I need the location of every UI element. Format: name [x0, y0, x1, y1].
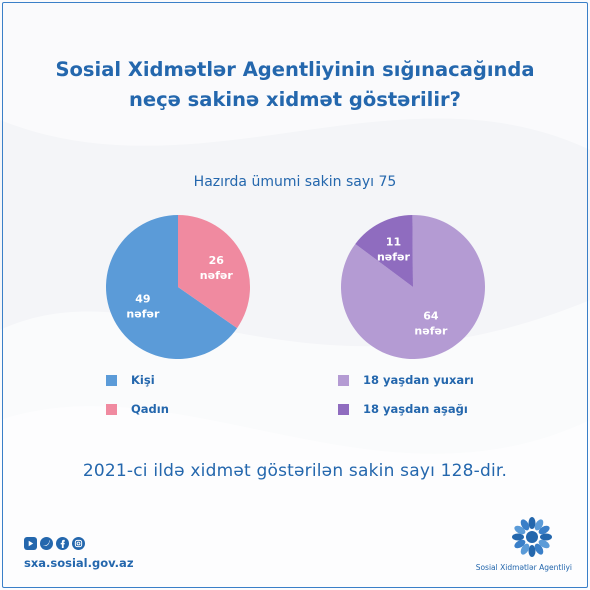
facebook-icon[interactable] — [56, 537, 69, 550]
pie-chart-age: 64 nəfər 11 nəfər — [338, 212, 488, 366]
title-line-1: Sosial Xidmətlər Agentliyinin sığınacağı… — [55, 58, 535, 81]
legend-label: 18 yaşdan yuxarı — [363, 373, 474, 387]
footer-note: 2021-ci ildə xidmət göstərilən sakin say… — [82, 461, 508, 481]
legend-label: Qadın — [131, 402, 169, 416]
legend-item: Kişi — [106, 370, 169, 390]
legend-item: 18 yaşdan yuxarı — [338, 370, 474, 390]
pie-slice — [178, 215, 250, 329]
logo-petal — [514, 525, 526, 535]
agency-logo-icon — [512, 517, 552, 557]
legend-swatch — [338, 403, 349, 415]
legend-gender: Kişi Qadın — [106, 370, 169, 428]
legend-age: 18 yaşdan yuxarı 18 yaşdan aşağı — [338, 370, 474, 428]
logo-petal — [534, 543, 544, 555]
website-link[interactable]: sxa.sosial.gov.az — [24, 556, 134, 570]
logo-petal — [538, 539, 550, 549]
twitter-icon[interactable] — [40, 537, 53, 550]
slice-value-label: 64 — [423, 309, 439, 322]
legend-swatch — [106, 403, 117, 415]
page-title: Sosial Xidmətlər Agentliyinin sığınacağı… — [0, 55, 590, 115]
logo-petal — [538, 525, 550, 535]
logo-center — [526, 531, 538, 543]
instagram-icon[interactable] — [72, 537, 85, 550]
slice-value-label: 49 — [135, 292, 150, 305]
legend-item: Qadın — [106, 399, 169, 419]
social-links — [24, 537, 85, 550]
logo-petal — [520, 519, 530, 531]
logo-petal — [534, 519, 544, 531]
legend-item: 18 yaşdan aşağı — [338, 399, 474, 419]
legend-swatch — [106, 374, 117, 386]
subtitle: Hazırda ümumi sakin sayı 75 — [193, 174, 397, 190]
logo-petal — [512, 533, 524, 541]
agency-name: Sosial Xidmətlər Agentliyi — [475, 563, 572, 572]
legend-label: Kişi — [131, 373, 155, 387]
logo-petal — [528, 545, 536, 557]
youtube-icon[interactable] — [24, 537, 37, 550]
slice-unit-label: nəfər — [377, 250, 411, 263]
slice-unit-label: nəfər — [126, 307, 160, 320]
pie-slice — [355, 215, 413, 287]
title-line-2: neçə sakinə xidmət göstərilir? — [129, 88, 461, 111]
logo-petal — [520, 543, 530, 555]
slice-unit-label: nəfər — [414, 324, 448, 337]
pie-slice — [106, 215, 238, 359]
logo-petal — [514, 539, 526, 549]
legend-label: 18 yaşdan aşağı — [363, 402, 468, 416]
legend-swatch — [338, 374, 349, 386]
logo-petal — [528, 517, 536, 529]
slice-unit-label: nəfər — [200, 269, 234, 282]
pie-chart-gender: 49 nəfər 26 nəfər — [103, 212, 253, 366]
logo-petal — [540, 533, 552, 541]
slice-value-label: 11 — [386, 235, 401, 248]
slice-value-label: 26 — [209, 254, 225, 267]
